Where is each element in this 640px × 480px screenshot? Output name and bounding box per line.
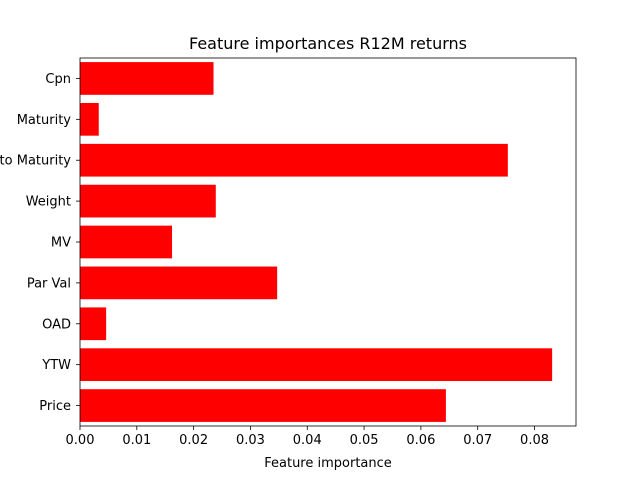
y-tick-label-ytw: YTW bbox=[41, 358, 71, 373]
y-tick-label-par-val: Par Val bbox=[27, 276, 71, 291]
x-axis-label: Feature importance bbox=[264, 456, 392, 471]
ticks-layer: Cpn Maturity Years to Maturity Weight MV Par … bbox=[0, 72, 549, 448]
y-tick-label-price: Price bbox=[39, 399, 71, 414]
x-tick-label: 0.04 bbox=[293, 433, 322, 448]
x-tick-label: 0.01 bbox=[122, 433, 151, 448]
bar-oad bbox=[80, 307, 107, 341]
bar-weight bbox=[80, 184, 216, 218]
bar-cpn bbox=[80, 62, 214, 95]
bar-par-val bbox=[80, 266, 278, 300]
chart-title: Feature importances R12M returns bbox=[189, 34, 467, 53]
x-tick-label: 0.00 bbox=[66, 433, 95, 448]
bar-years-to-maturity bbox=[80, 143, 508, 177]
y-tick-label-oad: OAD bbox=[42, 317, 71, 332]
x-tick-label: 0.06 bbox=[406, 433, 435, 448]
bar-mv bbox=[80, 225, 173, 259]
x-tick-label: 0.08 bbox=[520, 433, 549, 448]
bars-layer bbox=[80, 62, 553, 422]
y-tick-label-maturity: Maturity bbox=[17, 113, 72, 128]
bar-maturity bbox=[80, 102, 99, 136]
y-tick-label-mv: MV bbox=[51, 236, 71, 251]
y-tick-label-cpn: Cpn bbox=[45, 72, 71, 87]
y-tick-label-years-to-maturity: Years to Maturity bbox=[0, 154, 71, 169]
x-tick-label: 0.02 bbox=[179, 433, 208, 448]
x-tick-label: 0.05 bbox=[350, 433, 379, 448]
bar-price bbox=[80, 389, 446, 422]
x-tick-label: 0.03 bbox=[236, 433, 265, 448]
x-tick-label: 0.07 bbox=[463, 433, 492, 448]
bar-ytw bbox=[80, 348, 553, 382]
y-tick-label-weight: Weight bbox=[26, 195, 71, 210]
